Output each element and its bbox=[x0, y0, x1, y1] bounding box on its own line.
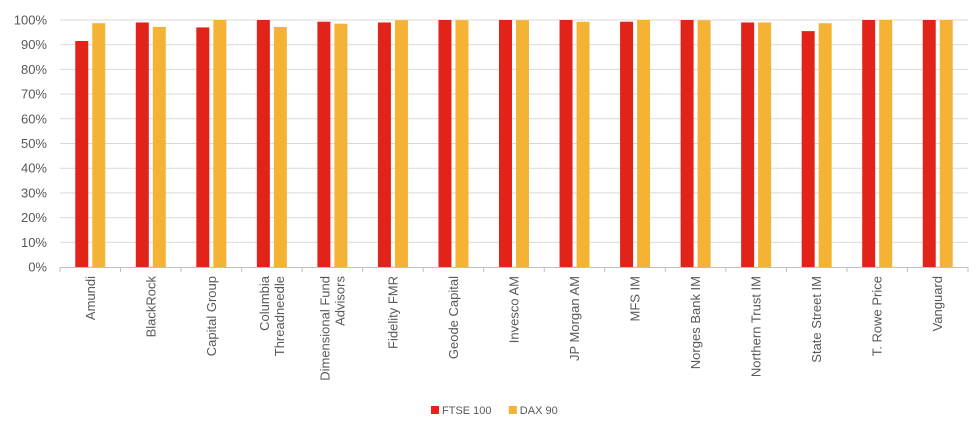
y-axis-tick-labels: 0% 10% 20% 30% 40% 50% 60% 70% 80% 90% 100% bbox=[14, 13, 48, 275]
legend-label: FTSE 100 bbox=[442, 405, 492, 417]
legend-swatch bbox=[431, 406, 439, 414]
x-category-label-line: Columbia bbox=[257, 275, 272, 331]
y-tick-label: 0% bbox=[28, 260, 47, 275]
x-category-label-line: T. Rowe Price bbox=[870, 276, 885, 356]
x-category-label: Vanguard bbox=[930, 276, 945, 331]
bar-ftse-100 bbox=[135, 22, 149, 267]
x-category-label-line: Fidelity FMR bbox=[385, 276, 400, 349]
legend-swatch bbox=[508, 406, 517, 414]
bar-ftse-100 bbox=[862, 20, 876, 267]
bar-dax-90 bbox=[273, 26, 287, 267]
bar-ftse-100 bbox=[317, 21, 331, 267]
bar-ftse-100 bbox=[499, 20, 512, 267]
x-category-label-line: State Street IM bbox=[809, 276, 824, 363]
y-tick-label: 30% bbox=[21, 185, 47, 200]
bar-ftse-100 bbox=[680, 20, 694, 267]
bar-dax-90 bbox=[818, 23, 832, 268]
x-category-label: Northern Trust IM bbox=[749, 276, 764, 377]
x-axis-category-labels: Amundi BlackRock Capital Group ColumbiaThre… bbox=[83, 275, 945, 381]
bar-dax-90 bbox=[637, 20, 651, 267]
bar-dax-90 bbox=[697, 20, 711, 268]
x-category-label-line: Threadneedle bbox=[272, 276, 287, 356]
bar-dax-90 bbox=[939, 20, 953, 267]
x-category-label: ColumbiaThreadneedle bbox=[257, 275, 287, 356]
bar-ftse-100 bbox=[196, 27, 210, 267]
x-category-label: MFS IM bbox=[628, 276, 643, 322]
bar-ftse-100 bbox=[75, 40, 89, 268]
x-category-label: Norges Bank IM bbox=[688, 276, 703, 369]
x-category-label-line: MFS IM bbox=[628, 276, 643, 322]
x-category-label: Geode Capital bbox=[446, 276, 461, 359]
x-category-label-line: Geode Capital bbox=[446, 276, 461, 359]
gridlines bbox=[60, 19, 968, 243]
bar-ftse-100 bbox=[559, 20, 573, 267]
x-category-label: Amundi bbox=[83, 276, 98, 320]
bar-ftse-100 bbox=[801, 31, 815, 267]
bar-dax-90 bbox=[455, 20, 469, 268]
x-category-label: Fidelity FMR bbox=[385, 276, 400, 349]
x-axis bbox=[59, 267, 969, 272]
y-tick-label: 10% bbox=[21, 235, 47, 250]
legend-label: DAX 90 bbox=[520, 405, 558, 417]
y-tick-label: 60% bbox=[21, 111, 47, 126]
bar-ftse-100 bbox=[922, 20, 936, 267]
bar-dax-90 bbox=[92, 23, 106, 268]
y-tick-label: 40% bbox=[21, 161, 47, 176]
x-category-label-line: Advisors bbox=[332, 276, 347, 326]
y-tick-label: 70% bbox=[21, 87, 47, 102]
bar-dax-90 bbox=[879, 20, 893, 267]
y-tick-label: 100% bbox=[14, 13, 48, 28]
bars bbox=[75, 20, 953, 268]
bar-dax-90 bbox=[516, 20, 529, 268]
bar-ftse-100 bbox=[256, 20, 270, 267]
x-category-label: Dimensional FundAdvisors bbox=[317, 276, 347, 381]
x-category-label-line: Amundi bbox=[83, 276, 98, 320]
y-tick-label: 90% bbox=[21, 37, 47, 52]
bar-ftse-100 bbox=[377, 22, 391, 267]
y-tick-label: 50% bbox=[21, 136, 47, 151]
y-tick-label: 80% bbox=[21, 62, 47, 77]
x-category-label-line: Norges Bank IM bbox=[688, 276, 703, 369]
x-category-label: BlackRock bbox=[143, 276, 158, 338]
x-category-label: JP Morgan AM bbox=[567, 276, 582, 361]
x-category-label: Capital Group bbox=[204, 276, 219, 356]
legend: FTSE 100 DAX 90 bbox=[431, 405, 558, 417]
x-category-label-line: Dimensional Fund bbox=[317, 276, 332, 381]
bar-dax-90 bbox=[152, 26, 166, 267]
bar-dax-90 bbox=[576, 21, 590, 267]
bar-dax-90 bbox=[334, 23, 348, 267]
x-category-label: State Street IM bbox=[809, 276, 824, 363]
x-category-label-line: Invesco AM bbox=[507, 276, 522, 343]
bar-ftse-100 bbox=[741, 22, 755, 267]
bar-ftse-100 bbox=[620, 21, 634, 267]
x-category-label-line: Vanguard bbox=[930, 276, 945, 331]
bar-ftse-100 bbox=[438, 20, 452, 267]
bar-dax-90 bbox=[394, 20, 408, 268]
x-category-label-line: Capital Group bbox=[204, 276, 219, 356]
bar-dax-90 bbox=[758, 22, 772, 267]
y-tick-label: 20% bbox=[21, 210, 47, 225]
x-category-label-line: JP Morgan AM bbox=[567, 276, 582, 361]
x-category-label-line: BlackRock bbox=[143, 276, 158, 338]
x-category-label: Invesco AM bbox=[507, 276, 522, 343]
x-category-label-line: Northern Trust IM bbox=[749, 276, 764, 377]
bar-dax-90 bbox=[213, 20, 227, 267]
x-category-label: T. Rowe Price bbox=[870, 276, 885, 356]
